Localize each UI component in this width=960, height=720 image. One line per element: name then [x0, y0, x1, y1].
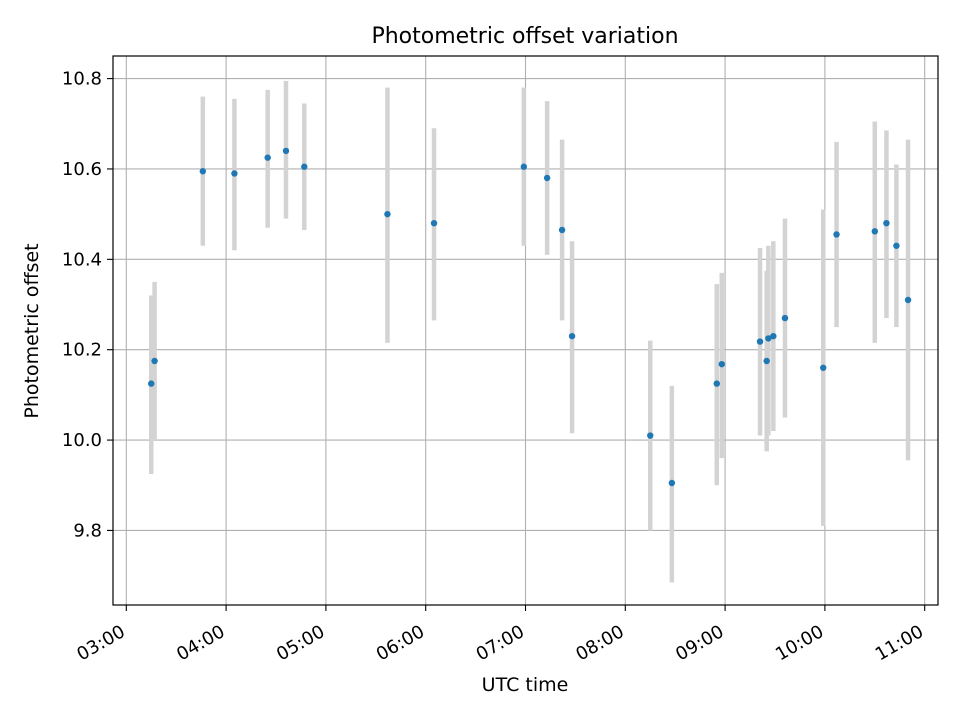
- data-point: [883, 219, 890, 227]
- data-point: [384, 210, 391, 218]
- x-axis-title: UTC time: [482, 674, 569, 696]
- data-point: [770, 332, 777, 340]
- data-point: [282, 147, 290, 155]
- data-point: [833, 231, 840, 238]
- data-point: [713, 380, 720, 387]
- y-tick-label: 10.0: [62, 430, 102, 451]
- data-point: [763, 357, 770, 365]
- y-axis-title: Photometric offset: [21, 243, 43, 418]
- data-point: [543, 174, 551, 182]
- y-tick-label: 10.8: [62, 69, 102, 90]
- y-tick-label: 10.2: [62, 340, 102, 361]
- data-point: [520, 163, 528, 170]
- data-point: [199, 168, 207, 175]
- data-point: [820, 364, 827, 371]
- chart-title: Photometric offset variation: [371, 24, 678, 49]
- data-point: [765, 335, 772, 342]
- data-point: [558, 226, 566, 234]
- data-point: [756, 338, 764, 345]
- data-points: [148, 147, 912, 487]
- data-point: [871, 228, 878, 235]
- data-point: [568, 332, 576, 340]
- data-point: [148, 380, 155, 387]
- data-point: [264, 154, 271, 161]
- data-point: [231, 170, 238, 177]
- data-point: [781, 314, 789, 322]
- y-axis-ticks: 9.8 10.0 10.2 10.4 10.6 10.8: [62, 69, 113, 541]
- data-point: [647, 432, 654, 439]
- data-point: [904, 296, 912, 304]
- data-point: [893, 242, 900, 249]
- y-tick-label: 10.4: [62, 249, 102, 270]
- y-tick-label: 9.8: [73, 520, 102, 541]
- data-point: [668, 479, 676, 487]
- data-point: [718, 360, 725, 368]
- data-point: [301, 163, 308, 170]
- data-point: [151, 357, 158, 365]
- data-point: [430, 219, 438, 227]
- y-tick-label: 10.6: [62, 159, 102, 180]
